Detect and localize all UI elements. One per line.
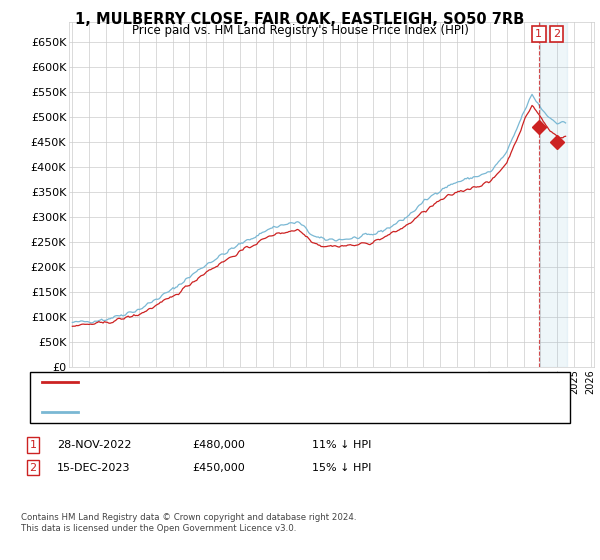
Text: 28-NOV-2022: 28-NOV-2022 [57, 440, 131, 450]
Text: This data is licensed under the Open Government Licence v3.0.: This data is licensed under the Open Gov… [21, 524, 296, 533]
Text: £450,000: £450,000 [192, 463, 245, 473]
Text: Contains HM Land Registry data © Crown copyright and database right 2024.: Contains HM Land Registry data © Crown c… [21, 513, 356, 522]
Text: £480,000: £480,000 [192, 440, 245, 450]
Text: 1, MULBERRY CLOSE, FAIR OAK, EASTLEIGH, SO50 7RB: 1, MULBERRY CLOSE, FAIR OAK, EASTLEIGH, … [76, 12, 524, 27]
Text: 2: 2 [29, 463, 37, 473]
Text: 1: 1 [29, 440, 37, 450]
Text: 1, MULBERRY CLOSE, FAIR OAK, EASTLEIGH, SO50 7RB (detached house): 1, MULBERRY CLOSE, FAIR OAK, EASTLEIGH, … [84, 377, 462, 387]
Text: Price paid vs. HM Land Registry's House Price Index (HPI): Price paid vs. HM Land Registry's House … [131, 24, 469, 36]
Text: 11% ↓ HPI: 11% ↓ HPI [312, 440, 371, 450]
Text: 15% ↓ HPI: 15% ↓ HPI [312, 463, 371, 473]
Text: 1: 1 [535, 29, 542, 39]
Text: 15-DEC-2023: 15-DEC-2023 [57, 463, 131, 473]
Text: 2: 2 [553, 29, 560, 39]
Bar [539, 22, 567, 367]
Text: HPI: Average price, detached house, Eastleigh: HPI: Average price, detached house, East… [84, 407, 325, 417]
